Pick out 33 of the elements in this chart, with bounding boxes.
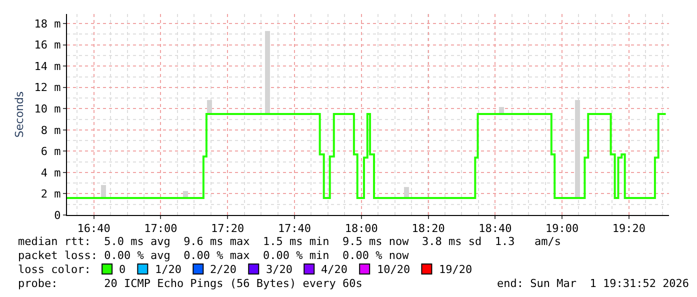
y-tick-label: 0 [54, 208, 61, 222]
x-tick-label: 18:00 [344, 222, 378, 236]
x-tick-label: 19:20 [612, 222, 646, 236]
y-tick-label: 6 m [40, 145, 62, 158]
text: median rtt: 5.0 ms avg 9.6 ms max 1.5 ms min 9.5 ms now 3.8 ms sd 1.3 am/s [18, 235, 562, 248]
y-tick-label: 2 m [40, 188, 62, 201]
bar [404, 187, 409, 198]
text: end: Sun Mar 1 19:31:52 2026 [497, 277, 690, 290]
x-tick-label: 19:00 [545, 222, 579, 236]
legend-label: 0 [119, 263, 126, 276]
legend-title: loss color: [18, 263, 91, 276]
legend-label: 4/20 [321, 263, 348, 276]
y-tick-label: 4 m [40, 166, 62, 180]
x-tick-label: 18:40 [478, 222, 512, 236]
text: packet loss: 0.00 % avg 0.00 % max 0.00 % min 0.00 % now [18, 249, 410, 262]
y-axis-title: Seconds [12, 91, 26, 138]
legend-label: 3/20 [266, 263, 292, 276]
legend-label: 10/20 [377, 263, 410, 276]
x-tick-label: 17:40 [278, 222, 312, 236]
x-tick-label: 16:40 [77, 222, 110, 236]
x-tick-label: 18:20 [412, 222, 445, 236]
y-tick-label: 8 m [40, 124, 62, 137]
y-tick-label: 14 m [34, 60, 62, 73]
x-tick-label: 17:20 [211, 222, 244, 236]
y-tick-label: 18 m [34, 17, 62, 30]
y-tick-label: 10 m [34, 102, 62, 116]
legend-label: 1/20 [155, 263, 182, 276]
text: probe: 20 ICMP Echo Pings (56 Bytes) every 60s [18, 277, 362, 290]
y-tick-label: 12 m [34, 81, 62, 94]
x-tick-label: 17:00 [144, 222, 178, 236]
y-tick-label: 16 m [34, 38, 62, 52]
legend-label: 19/20 [439, 263, 472, 276]
legend-label: 2/20 [210, 263, 236, 276]
